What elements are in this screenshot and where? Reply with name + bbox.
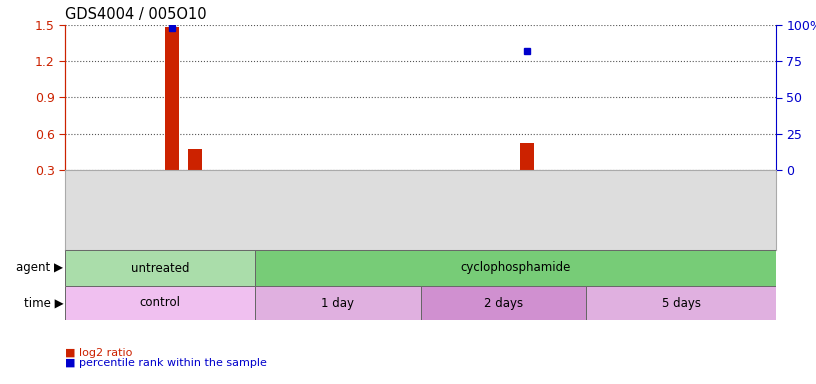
Bar	[420, 286, 587, 320]
Bar	[587, 286, 776, 320]
Bar	[255, 286, 420, 320]
Text: control: control	[140, 296, 180, 310]
Text: ■ percentile rank within the sample: ■ percentile rank within the sample	[65, 358, 267, 368]
Bar	[255, 250, 776, 286]
Text: agent ▶: agent ▶	[16, 262, 64, 275]
Text: 2 days: 2 days	[484, 296, 523, 310]
Text: time ▶: time ▶	[24, 296, 64, 310]
Bar	[65, 286, 255, 320]
Text: cyclophosphamide: cyclophosphamide	[460, 262, 570, 275]
Text: untreated: untreated	[131, 262, 189, 275]
Bar	[65, 250, 255, 286]
Text: GDS4004 / 005O10: GDS4004 / 005O10	[65, 7, 206, 22]
Bar	[188, 149, 202, 170]
Text: ■ log2 ratio: ■ log2 ratio	[65, 348, 132, 358]
Text: 1 day: 1 day	[321, 296, 354, 310]
Bar	[165, 27, 179, 170]
Bar	[520, 143, 534, 170]
Text: 5 days: 5 days	[662, 296, 701, 310]
